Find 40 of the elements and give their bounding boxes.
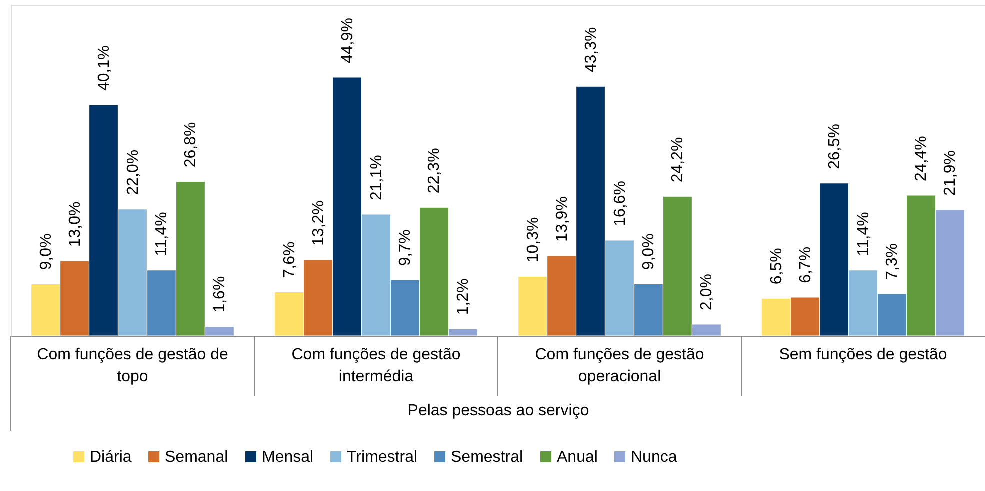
legend-label: Semanal [165, 449, 228, 466]
data-label: 26,5% [826, 124, 844, 170]
data-label: 21,1% [368, 155, 386, 200]
data-label: 40,1% [96, 46, 113, 92]
data-label: 7,3% [884, 243, 902, 280]
data-label: 24,2% [670, 137, 687, 183]
legend-label: Diária [90, 449, 132, 466]
x-tick-label: Com funções de gestão intermédia [292, 346, 461, 386]
x-axis-title: Pelas pessoas ao serviço [408, 402, 590, 420]
x-tick-label: Sem funções de gestão [779, 346, 948, 364]
data-label: 6,5% [768, 248, 786, 285]
data-label: 13,9% [554, 196, 571, 242]
data-label: 22,3% [426, 148, 444, 194]
data-label: 2,0% [698, 274, 716, 310]
data-label: 21,9% [942, 150, 960, 196]
data-label: 11,4% [855, 212, 872, 256]
data-label: 44,9% [339, 18, 356, 64]
data-label: 6,7% [797, 246, 814, 284]
data-label: 11,4% [154, 212, 171, 256]
x-tick-label: Com funções de gestão operacional [535, 346, 704, 386]
data-label: 43,3% [582, 27, 600, 73]
legend-label: Mensal [262, 449, 314, 466]
legend-label: Anual [557, 449, 598, 466]
data-label: 13,2% [310, 200, 328, 246]
data-label: 9,0% [640, 234, 658, 270]
data-label: 26,8% [182, 122, 200, 168]
data-label: 16,6% [612, 181, 629, 226]
data-label: 7,6% [281, 242, 298, 278]
data-label: 13,0% [66, 202, 84, 248]
data-label: 9,0% [38, 234, 55, 270]
data-label: 24,4% [913, 136, 930, 182]
legend-label: Semestral [451, 449, 524, 466]
legend-label: Nunca [631, 449, 678, 466]
data-label: 10,3% [524, 217, 542, 263]
x-tick-label: Com funções de gestão de topo [37, 346, 228, 386]
data-label: 1,6% [212, 276, 229, 313]
legend-label: Trimestral [347, 449, 418, 466]
data-label: 22,0% [124, 150, 142, 196]
data-label: 9,7% [397, 230, 414, 266]
data-label: 1,2% [455, 278, 472, 316]
